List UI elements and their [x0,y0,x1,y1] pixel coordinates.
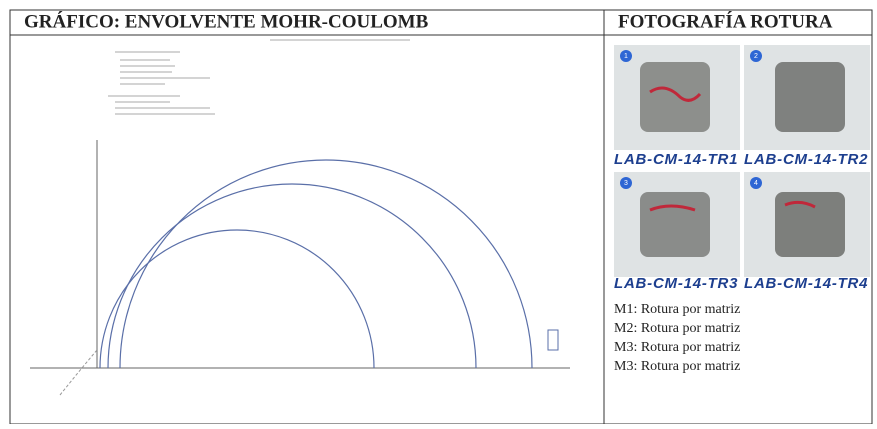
sample [775,62,845,132]
photo-badge [750,50,762,62]
mohr-circle [119,159,533,369]
marking [649,86,702,102]
chart-notes [108,39,410,115]
photo-badge [620,177,632,189]
mohr-chart [30,39,570,396]
caption: M2: Rotura por matriz [614,321,740,336]
marking [784,200,816,209]
mohr-circle [107,183,477,369]
envelope [59,349,98,396]
stamp [547,329,559,351]
caption: M3: Rotura por matriz [614,340,740,355]
left-title: GRÁFICO: ENVOLVENTE MOHR-COULOMB [24,10,429,32]
photo-grid: 1 2 3 4 LAB-CM-14-TR1 LAB-CM-14-TR2 LAB-… [614,45,870,292]
mohr-circle [99,229,375,369]
marking [649,204,696,212]
caption: M1: Rotura por matriz [614,302,740,317]
photo-number: 4 [754,180,758,187]
photo-label: LAB-CM-14-TR2 [744,151,868,168]
right-title: FOTOGRAFÍA ROTURA [618,10,833,32]
photo-label: LAB-CM-14-TR3 [614,275,738,292]
photo-badge [750,177,762,189]
sample [775,192,845,257]
photo-number: 1 [624,53,628,60]
photo-badge [620,50,632,62]
sample [640,192,710,257]
photo-label: LAB-CM-14-TR4 [744,275,868,292]
photo-number: 3 [624,180,628,187]
caption: M3: Rotura por matriz [614,359,740,374]
captions: M1: Rotura por matriz M2: Rotura por mat… [614,302,740,374]
photo-number: 2 [754,53,758,60]
photo-label: LAB-CM-14-TR1 [614,151,738,168]
sample [640,62,710,132]
mohr-circles [99,159,533,369]
